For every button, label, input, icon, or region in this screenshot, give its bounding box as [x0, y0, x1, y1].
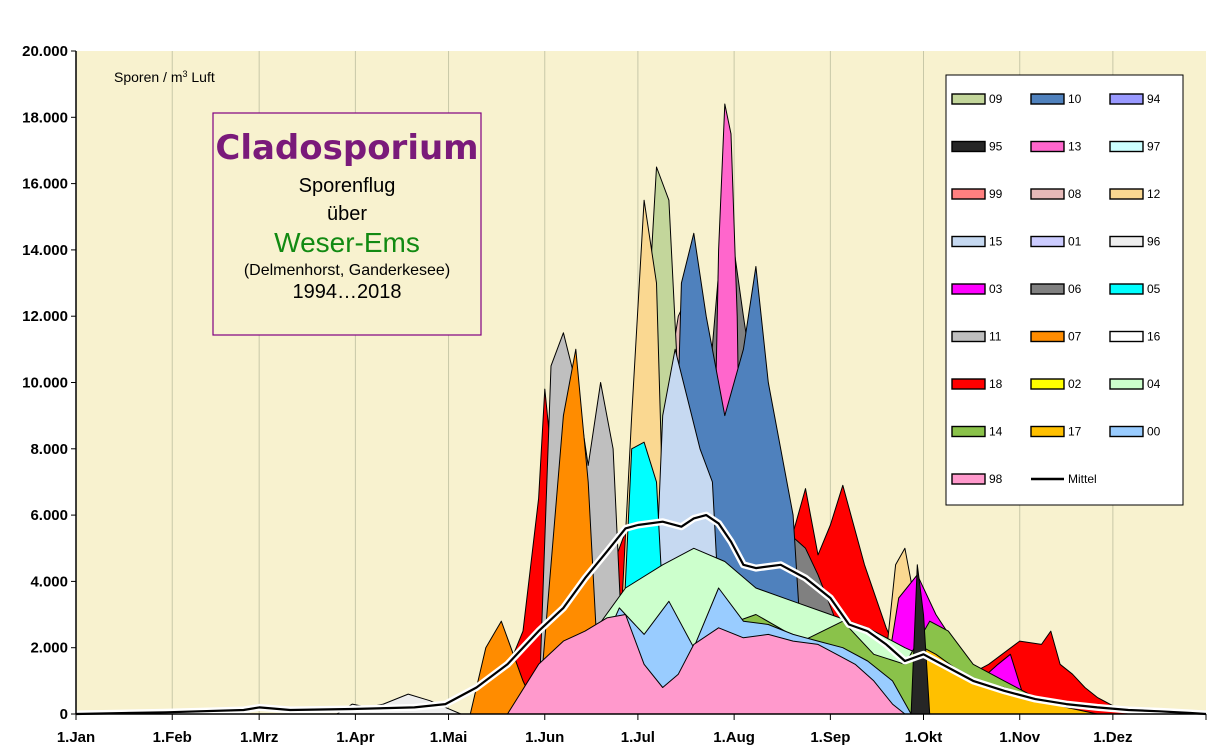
legend-swatch-06 [1030, 283, 1065, 295]
legend-swatch-18 [951, 378, 986, 390]
legend-label: 17 [1068, 425, 1082, 439]
y-tick-label: 10.000 [22, 375, 68, 392]
legend-swatch-09 [951, 93, 986, 105]
legend-swatch-04 [1109, 378, 1144, 390]
legend-swatch-94 [1109, 93, 1144, 105]
legend-swatch-96 [1109, 235, 1144, 248]
y-tick-label: 0 [60, 706, 68, 723]
y-tick-label: 14.000 [22, 242, 68, 259]
legend-swatch-97 [1109, 140, 1144, 153]
years-label: 1994…2018 [293, 281, 402, 303]
legend-swatch-05 [1109, 283, 1144, 295]
y-tick-label: 6.000 [30, 507, 68, 524]
legend-label: 03 [989, 282, 1003, 296]
legend-swatch-03 [951, 283, 986, 295]
y-tick-label: 20.000 [22, 43, 68, 60]
legend-label: Mittel [1068, 472, 1097, 486]
legend-label: 01 [1068, 235, 1082, 249]
legend-swatch-11 [951, 330, 986, 343]
legend-label: 08 [1068, 187, 1082, 201]
location-label: (Delmenhorst, Ganderkesee) [244, 262, 450, 279]
legend-swatch-99 [951, 188, 986, 200]
legend-label: 99 [989, 187, 1003, 201]
legend-label: 12 [1147, 187, 1161, 201]
legend-swatch-14 [951, 425, 986, 438]
legend-label: 13 [1068, 140, 1082, 154]
legend-swatch-10 [1030, 93, 1065, 105]
unit-label: Sporen / m3 Luft [114, 69, 215, 85]
legend-label: 10 [1068, 92, 1082, 106]
legend-swatch-02 [1030, 378, 1065, 390]
legend-label: 09 [989, 92, 1003, 106]
x-tick-label: 1.Dez [1093, 729, 1132, 746]
legend-label: 11 [989, 330, 1002, 344]
legend-swatch-95 [951, 140, 986, 153]
subtitle-line-1: Sporenflug [299, 175, 396, 197]
legend-label: 97 [1147, 140, 1161, 154]
region-label: Weser-Ems [274, 227, 420, 258]
subtitle-line-2: über [327, 203, 367, 225]
x-tick-label: 1.Okt [905, 729, 943, 746]
y-tick-label: 18.000 [22, 109, 68, 126]
legend-label: 16 [1147, 330, 1161, 344]
legend-swatch-01 [1030, 235, 1065, 248]
x-tick-label: 1.Jun [525, 729, 564, 746]
legend-swatch-13 [1030, 140, 1065, 153]
legend-label: 96 [1147, 235, 1161, 249]
x-tick-label: 1.Jan [57, 729, 95, 746]
legend-label: 18 [989, 377, 1003, 391]
mean-line [75, 511, 1207, 718]
x-tick-label: 1.Mai [430, 729, 468, 746]
y-tick-label: 2.000 [30, 640, 68, 657]
y-tick-label: 16.000 [22, 176, 68, 193]
title-box: Cladosporium Sporenflug über Weser-Ems (… [212, 112, 482, 336]
x-tick-label: 1.Feb [153, 729, 192, 746]
legend-swatch-17 [1030, 425, 1065, 438]
legend-label: 04 [1147, 377, 1161, 391]
x-tick-label: 1.Aug [713, 729, 755, 746]
y-tick-label: 8.000 [30, 441, 68, 458]
legend-label: 98 [989, 472, 1003, 486]
chart-title: Cladosporium [215, 128, 478, 168]
legend-label: 14 [989, 425, 1003, 439]
legend-label: 07 [1068, 330, 1082, 344]
legend-swatch-00 [1109, 425, 1144, 438]
mean-line-path [75, 514, 1207, 716]
legend-label: 05 [1147, 282, 1161, 296]
x-axis-ticks: 1.Jan 1.Feb 1.Mrz 1.Apr 1.Mai 1.Jun 1.Jul 1.Aug… [57, 714, 1207, 746]
x-tick-label: 1.Apr [336, 729, 375, 746]
x-tick-label: 1.Mrz [240, 729, 278, 746]
legend-label: 02 [1068, 377, 1082, 391]
legend-swatch-98 [951, 473, 986, 485]
series-area-98 [507, 614, 906, 715]
legend-swatch-07 [1030, 330, 1065, 343]
legend-label: 06 [1068, 282, 1082, 296]
legend-swatch-12 [1109, 188, 1144, 200]
y-axis-ticks: 0 2.000 4.000 6.000 8.000 10.000 12.000 14.000 1… [22, 43, 76, 723]
x-tick-label: 1.Sep [810, 729, 850, 746]
legend-label: 95 [989, 140, 1003, 154]
legend-swatch-15 [951, 235, 986, 248]
legend-swatch-16 [1109, 330, 1144, 343]
legend-label: 00 [1147, 425, 1161, 439]
legend-swatch-08 [1030, 188, 1065, 200]
y-tick-label: 4.000 [30, 573, 68, 590]
x-tick-label: 1.Nov [999, 729, 1041, 746]
legend: 09 10 94 95 13 97 99 08 12 15 01 96 03 06 05 11 07 16 18 02… [945, 74, 1184, 506]
x-tick-label: 1.Jul [621, 729, 655, 746]
legend-label: 94 [1147, 92, 1161, 106]
series-area-07 [469, 348, 602, 715]
legend-label: 15 [989, 235, 1003, 249]
y-tick-label: 12.000 [22, 308, 68, 325]
series-layer [336, 103, 1129, 715]
